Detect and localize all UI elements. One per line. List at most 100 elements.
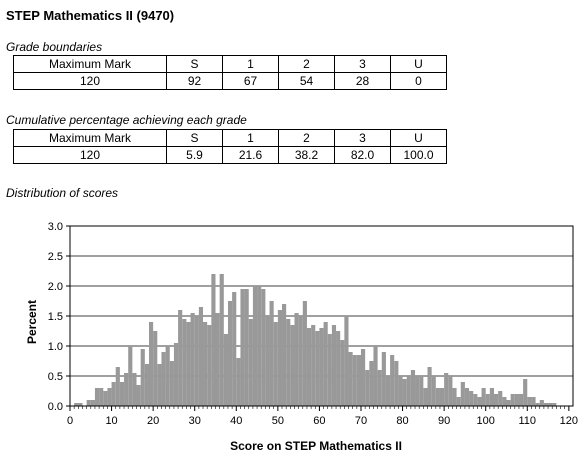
bar <box>435 388 440 406</box>
cumulative-table: Maximum Mark S 1 2 3 U 120 5.9 21.6 38.2… <box>13 129 447 164</box>
bar <box>331 325 337 406</box>
bar <box>340 340 345 406</box>
bar <box>514 394 519 406</box>
bar <box>186 322 191 406</box>
bar <box>464 388 470 406</box>
bar <box>402 379 407 406</box>
bar <box>119 382 125 406</box>
bar <box>227 301 233 406</box>
bar <box>498 391 503 406</box>
table-cell: 21.6 <box>222 146 279 164</box>
bar <box>282 304 287 406</box>
x-tick-label: 30 <box>189 415 201 427</box>
bar <box>128 346 133 406</box>
bar <box>473 394 478 406</box>
cumulative-heading: Cumulative percentage achieving each gra… <box>6 113 247 127</box>
bar <box>273 322 278 406</box>
table-header-cell: 3 <box>334 55 391 73</box>
bar <box>286 319 291 406</box>
y-tick-label: 2.5 <box>48 251 63 263</box>
bar <box>161 352 166 406</box>
bar <box>352 355 357 406</box>
table-cell: 120 <box>13 146 167 164</box>
bar <box>153 331 158 406</box>
x-tick-label: 80 <box>396 415 408 427</box>
bar <box>265 316 270 406</box>
bar <box>215 313 220 406</box>
bar <box>336 331 341 406</box>
bar <box>369 361 374 406</box>
table-header-cell: S <box>166 55 223 73</box>
bar <box>323 322 328 406</box>
bar <box>377 370 382 406</box>
bar <box>194 316 199 406</box>
x-axis-label: Score on STEP Mathematics II <box>230 439 402 453</box>
bar <box>527 397 532 406</box>
bar <box>132 373 137 406</box>
bar <box>236 358 241 406</box>
bar <box>406 376 411 406</box>
bar <box>169 361 174 406</box>
bar <box>244 289 249 406</box>
table-header-cell: S <box>166 129 223 147</box>
table-cell: 38.2 <box>278 146 335 164</box>
bar <box>219 274 224 406</box>
bar <box>315 331 320 406</box>
bar <box>448 376 453 406</box>
bar <box>381 352 386 406</box>
table-header-row: Maximum Mark S 1 2 3 U <box>13 129 447 147</box>
table-header-cell: Maximum Mark <box>13 55 167 73</box>
bar <box>444 373 449 406</box>
y-axis-label: Percent <box>25 300 39 344</box>
bar <box>423 388 428 406</box>
bar <box>111 382 116 406</box>
y-tick-label: 0.0 <box>48 401 63 413</box>
bar <box>198 307 204 406</box>
bar <box>439 388 445 406</box>
table-cell: 82.0 <box>334 146 391 164</box>
bar <box>365 370 370 406</box>
x-tick-label: 60 <box>313 415 325 427</box>
bar <box>477 397 482 406</box>
grade-boundaries-heading: Grade boundaries <box>6 40 103 54</box>
bar <box>140 349 145 406</box>
bar <box>494 394 499 406</box>
bar <box>539 400 544 406</box>
bar <box>385 376 391 406</box>
bar <box>319 328 324 406</box>
x-tick-label: 100 <box>477 415 495 427</box>
distribution-heading: Distribution of scores <box>6 186 119 200</box>
bar <box>223 334 228 406</box>
x-tick-label: 90 <box>438 415 450 427</box>
table-row: 120 5.9 21.6 38.2 82.0 100.0 <box>13 146 447 164</box>
bar <box>144 364 149 406</box>
bar <box>211 274 216 406</box>
bar <box>298 316 303 406</box>
bar <box>94 388 100 406</box>
axes: 0.0 0.5 1.0 1.5 2.0 2.5 3.0 0 10 20 30 40 50 60 70 80 90… <box>48 221 578 427</box>
bar <box>90 400 95 406</box>
table-cell: 0 <box>390 72 447 90</box>
y-tick-label: 2.0 <box>48 281 63 293</box>
bar <box>302 301 307 406</box>
grade-boundaries-table: Maximum Mark S 1 2 3 U 120 92 67 54 28 0 <box>13 55 447 90</box>
bar <box>257 286 262 406</box>
bar <box>394 361 399 406</box>
bar <box>261 289 266 406</box>
table-header-cell: 3 <box>334 129 391 147</box>
bar <box>502 397 507 406</box>
bar <box>306 328 312 406</box>
bar <box>148 322 154 406</box>
table-cell: 67 <box>222 72 279 90</box>
bar <box>157 364 162 406</box>
y-tick-label: 3.0 <box>48 221 63 233</box>
x-tick-label: 20 <box>147 415 159 427</box>
bar <box>489 388 495 406</box>
bar <box>294 313 299 406</box>
bar <box>431 376 436 406</box>
table-header-cell: 2 <box>278 129 335 147</box>
bars <box>74 274 557 406</box>
bar <box>311 325 316 406</box>
bar <box>460 382 465 406</box>
bar <box>124 373 129 406</box>
